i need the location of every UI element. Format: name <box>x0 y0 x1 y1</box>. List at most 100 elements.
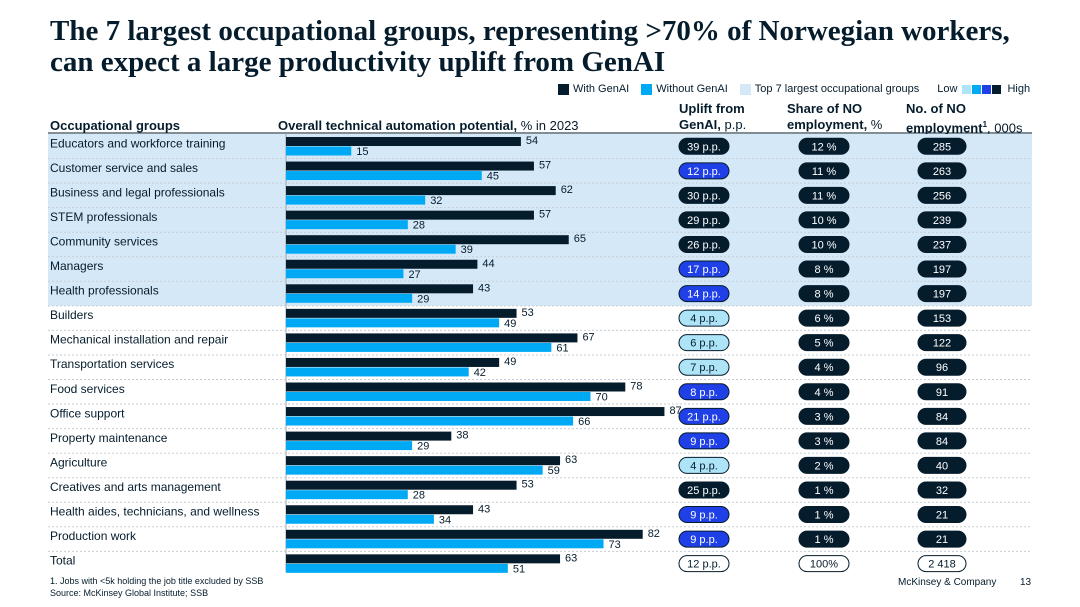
header-count-unit: , 000s <box>987 120 1023 136</box>
share-value: 100% <box>810 559 838 571</box>
value-without-genai: 32 <box>430 195 442 207</box>
bar-without-genai <box>286 539 604 549</box>
legend-without-genai: Without GenAI <box>641 83 728 95</box>
share-pill <box>798 506 850 524</box>
uplift-pill <box>678 432 730 450</box>
value-without-genai: 70 <box>596 392 608 404</box>
uplift-pill <box>678 383 730 401</box>
slide-title: The 7 largest occupational groups, repre… <box>50 15 1010 78</box>
value-with-genai: 57 <box>539 160 551 172</box>
bar-with-genai <box>286 431 452 441</box>
value-without-genai: 34 <box>439 514 451 526</box>
count-pill <box>917 309 967 327</box>
share-pill <box>798 383 850 401</box>
uplift-value: 4 p.p. <box>690 460 718 472</box>
bar-without-genai <box>286 563 508 573</box>
uplift-value: 30 p.p. <box>687 190 721 202</box>
value-with-genai: 82 <box>648 528 660 540</box>
uplift-value: 9 p.p. <box>690 436 718 448</box>
share-value: 1 % <box>815 485 834 497</box>
share-pill <box>798 481 850 499</box>
bar-without-genai <box>286 514 434 524</box>
value-without-genai: 61 <box>556 342 568 354</box>
top7-highlight-band <box>48 134 1032 306</box>
category-label: Property maintenance <box>50 431 168 445</box>
header-uplift-line1: Uplift from <box>679 101 745 116</box>
bar-with-genai <box>286 235 569 245</box>
share-pill <box>798 358 850 376</box>
bar-with-genai <box>286 407 665 417</box>
uplift-value: 14 p.p. <box>687 289 721 301</box>
value-with-genai: 43 <box>478 282 490 294</box>
share-value: 4 % <box>815 387 834 399</box>
bar-with-genai <box>286 529 643 539</box>
value-with-genai: 43 <box>478 503 490 515</box>
category-label: Community services <box>50 234 158 248</box>
bar-with-genai <box>286 259 478 269</box>
legend-grad-1 <box>962 84 972 94</box>
share-value: 6 % <box>815 313 834 325</box>
value-with-genai: 67 <box>582 331 594 343</box>
uplift-value: 4 p.p. <box>690 313 718 325</box>
bar-with-genai <box>286 308 517 318</box>
share-pill <box>798 162 850 180</box>
category-label: Transportation services <box>50 357 174 371</box>
legend-with-swatch <box>558 83 569 95</box>
uplift-value: 8 p.p. <box>690 387 718 399</box>
count-pill <box>917 285 967 303</box>
category-label: Managers <box>50 259 103 273</box>
header-share-unit: % <box>867 117 883 132</box>
header-potential: Overall technical automation potential, … <box>278 118 579 134</box>
bar-with-genai <box>286 456 561 466</box>
count-value: 256 <box>933 190 951 202</box>
bar-with-genai <box>286 333 578 343</box>
value-with-genai: 78 <box>630 381 642 393</box>
share-value: 1 % <box>815 510 834 522</box>
bar-without-genai <box>286 392 591 401</box>
value-without-genai: 27 <box>408 269 420 281</box>
share-value: 8 % <box>815 264 834 276</box>
bar-with-genai <box>286 161 534 171</box>
uplift-value: 39 p.p. <box>687 141 721 153</box>
uplift-pill <box>678 407 730 425</box>
value-without-genai: 28 <box>413 490 425 502</box>
bar-without-genai <box>286 146 352 156</box>
share-value: 5 % <box>815 338 834 350</box>
uplift-value: 21 p.p. <box>687 411 721 423</box>
value-without-genai: 42 <box>474 367 486 379</box>
count-value: 285 <box>933 141 951 153</box>
bar-without-genai <box>286 195 426 205</box>
bar-without-genai <box>286 367 469 377</box>
bar-without-genai <box>286 342 552 352</box>
share-value: 3 % <box>815 411 834 423</box>
share-value: 11 % <box>812 190 836 202</box>
share-pill <box>798 432 850 450</box>
header-share: Share of NO employment, % <box>787 101 882 133</box>
uplift-pill <box>678 186 730 204</box>
share-pill <box>798 530 850 548</box>
share-pill <box>798 260 850 278</box>
uplift-value: 29 p.p. <box>687 215 721 227</box>
uplift-value: 9 p.p. <box>690 534 718 546</box>
share-pill <box>798 309 850 327</box>
share-pill <box>798 555 850 573</box>
uplift-pill <box>678 481 730 499</box>
legend-with-genai: With GenAI <box>558 83 629 95</box>
count-value: 21 <box>936 510 948 522</box>
legend-low-label: Low <box>937 83 958 95</box>
value-with-genai: 65 <box>574 233 586 245</box>
category-label: Business and legal professionals <box>50 185 225 199</box>
count-pill <box>917 186 967 204</box>
uplift-pill <box>678 211 730 229</box>
category-label: Creatives and arts management <box>50 480 221 494</box>
share-pill <box>798 285 850 303</box>
header-count: No. of NO employment1, 000s <box>906 101 1022 136</box>
count-value: 263 <box>933 166 951 178</box>
value-with-genai: 62 <box>561 184 573 196</box>
share-value: 2 % <box>815 460 834 472</box>
legend-without-label: Without GenAI <box>656 83 728 95</box>
count-value: 237 <box>933 239 951 251</box>
bar-with-genai <box>286 480 517 490</box>
count-value: 153 <box>933 313 951 325</box>
